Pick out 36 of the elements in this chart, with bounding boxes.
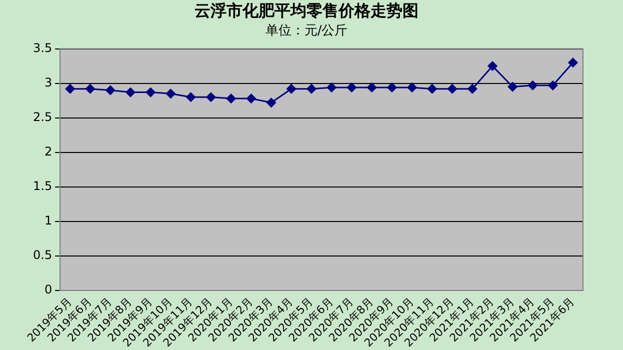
point xyxy=(65,84,75,94)
chart-subtitle: 单位：元/公斤 xyxy=(265,23,348,38)
point xyxy=(206,92,216,102)
point xyxy=(568,58,578,68)
point xyxy=(286,84,296,94)
point xyxy=(246,94,256,104)
point xyxy=(387,82,397,92)
point xyxy=(346,82,356,92)
point xyxy=(427,84,437,94)
point xyxy=(86,84,95,94)
chart-title: 云浮市化肥平均零售价格走势图 xyxy=(194,0,418,20)
point xyxy=(488,61,498,71)
y-tick-label: 2 xyxy=(44,144,52,158)
y-tick-label: 1 xyxy=(44,214,52,228)
point xyxy=(326,82,336,92)
point xyxy=(528,80,538,90)
point xyxy=(367,82,377,92)
point xyxy=(166,88,176,98)
y-tick-label: 0 xyxy=(44,282,52,297)
point xyxy=(226,94,236,104)
point xyxy=(508,82,518,92)
point xyxy=(106,85,116,95)
point xyxy=(407,82,417,92)
y-tick-label: 0.5 xyxy=(32,248,52,262)
y-tick-label: 1.5 xyxy=(32,178,52,193)
point xyxy=(548,80,558,90)
point xyxy=(306,84,316,94)
point xyxy=(468,84,478,94)
point xyxy=(448,84,458,94)
y-tick-label: 3 xyxy=(44,75,52,90)
y-tick-label: 2.5 xyxy=(32,110,52,124)
y-tick-label: 3.5 xyxy=(32,40,52,55)
point xyxy=(186,92,196,102)
point xyxy=(146,88,156,98)
point xyxy=(126,88,136,98)
point xyxy=(266,98,276,108)
